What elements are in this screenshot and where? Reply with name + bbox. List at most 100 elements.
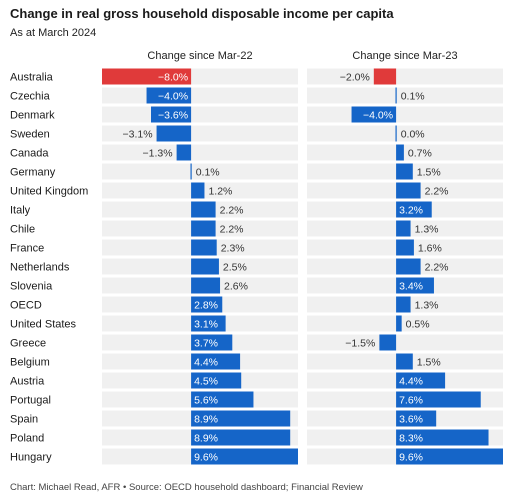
bar [395, 87, 397, 104]
bar [396, 429, 489, 446]
data-label: 3.4% [399, 281, 423, 293]
bar [191, 220, 216, 237]
data-label: 0.1% [401, 91, 425, 103]
data-label: 0.5% [406, 319, 430, 331]
row-band [307, 125, 503, 142]
bar [395, 125, 397, 142]
data-label: 1.3% [415, 300, 439, 312]
row-label: Netherlands [10, 262, 70, 274]
row-label: Slovenia [10, 281, 53, 293]
bar [176, 144, 192, 161]
row-band [307, 334, 503, 351]
data-label: 3.6% [399, 414, 423, 426]
bar [190, 163, 192, 180]
row-label: Portugal [10, 395, 51, 407]
bar [191, 410, 291, 427]
data-label: 4.4% [399, 376, 423, 388]
data-label: 4.4% [194, 357, 218, 369]
bar [191, 353, 241, 370]
data-label: 3.7% [194, 338, 218, 350]
row-label: Germany [10, 167, 56, 179]
chart-subtitle: As at March 2024 [10, 27, 97, 39]
data-label: 4.5% [194, 376, 218, 388]
bar [396, 353, 413, 370]
data-label: 0.7% [408, 148, 432, 160]
row-band [307, 144, 503, 161]
data-label: 1.3% [415, 224, 439, 236]
row-label: Denmark [10, 110, 55, 122]
row-label: Canada [10, 148, 49, 160]
data-label: 5.6% [194, 395, 218, 407]
bar [146, 87, 192, 104]
chart-source: Chart: Michael Read, AFR • Source: OECD … [10, 482, 363, 493]
row-band [102, 144, 298, 161]
bar [102, 68, 192, 85]
data-label: 1.5% [417, 167, 441, 179]
row-label: Belgium [10, 357, 50, 369]
row-label: United Kingdom [10, 186, 88, 198]
row-label: United States [10, 319, 77, 331]
row-band [307, 315, 503, 332]
data-label: 2.2% [425, 262, 449, 274]
data-label: 0.1% [196, 167, 220, 179]
row-label: OECD [10, 300, 42, 312]
row-band [102, 125, 298, 142]
row-label: Austria [10, 376, 45, 388]
bar [191, 182, 205, 199]
data-label: 0.0% [401, 129, 425, 141]
data-label: 2.5% [223, 262, 247, 274]
data-label: −1.5% [345, 338, 375, 350]
bar [396, 239, 414, 256]
bar [351, 106, 397, 123]
data-label: 8.3% [399, 433, 423, 445]
data-label: 2.8% [194, 300, 218, 312]
bar-chart: Australia Czechia Denmark Sweden Canada Germa… [10, 68, 503, 465]
chart-title: Change in real gross household disposabl… [10, 6, 394, 21]
row-label: Italy [10, 205, 31, 217]
row-band [307, 106, 503, 123]
row-label: Hungary [10, 452, 52, 464]
bar [396, 448, 503, 465]
bar [396, 163, 413, 180]
data-label: 1.5% [417, 357, 441, 369]
bar [396, 220, 411, 237]
data-label: −4.0% [363, 110, 393, 122]
data-label: 2.2% [425, 186, 449, 198]
row-label: Greece [10, 338, 46, 350]
data-label: 1.6% [418, 243, 442, 255]
bar [191, 448, 298, 465]
row-label: Chile [10, 224, 35, 236]
data-label: −1.3% [143, 148, 173, 160]
bar [396, 296, 411, 313]
row-band [307, 87, 503, 104]
bar [396, 258, 421, 275]
bar [396, 391, 481, 408]
bar [191, 391, 254, 408]
bar [396, 372, 446, 389]
data-label: 8.9% [194, 414, 218, 426]
data-label: 2.2% [220, 224, 244, 236]
bar [191, 201, 216, 218]
row-band [102, 87, 298, 104]
data-label: 9.6% [194, 452, 218, 464]
bar [396, 410, 437, 427]
bar [191, 334, 233, 351]
bar [396, 277, 434, 294]
bar [156, 125, 192, 142]
bar [191, 277, 221, 294]
row-label: Spain [10, 414, 38, 426]
data-label: 7.6% [399, 395, 423, 407]
bar [191, 429, 291, 446]
data-label: −2.0% [340, 72, 370, 84]
bar [191, 258, 219, 275]
bar [396, 315, 402, 332]
data-label: 8.9% [194, 433, 218, 445]
row-label: Poland [10, 433, 44, 445]
bar [191, 372, 242, 389]
data-label: 3.1% [194, 319, 218, 331]
row-label: Sweden [10, 129, 50, 141]
data-label: 2.2% [220, 205, 244, 217]
data-label: −3.1% [122, 129, 152, 141]
panel-title-mar22: Change since Mar-22 [147, 50, 253, 62]
row-label: France [10, 243, 44, 255]
